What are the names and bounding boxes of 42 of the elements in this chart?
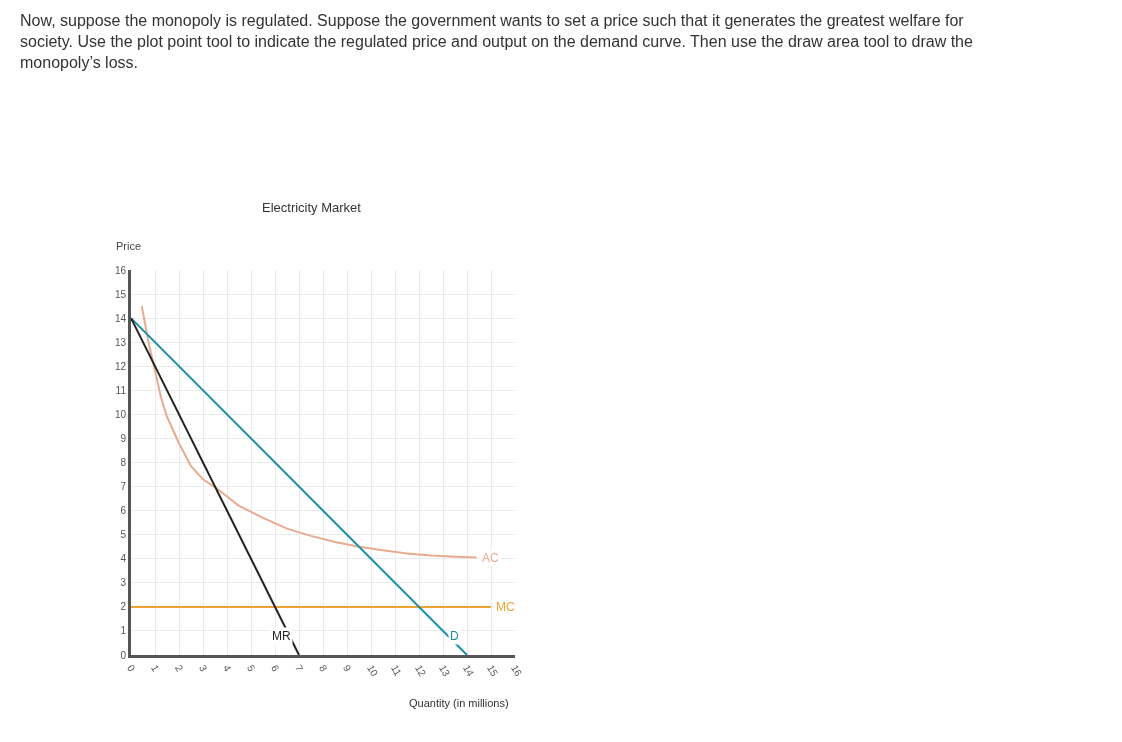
y-tick-label: 14 xyxy=(114,312,127,324)
y-tick-label: 15 xyxy=(114,288,127,300)
y-tick-label: 13 xyxy=(114,336,127,348)
y-tick-label: 7 xyxy=(120,481,127,493)
y-tick-label: 1 xyxy=(120,625,127,637)
x-tick-label: 5 xyxy=(244,663,258,674)
x-tick-label: 3 xyxy=(196,663,210,674)
x-axis-title: Quantity (in millions) xyxy=(409,697,509,709)
line-series xyxy=(140,305,478,559)
x-tick-label: 14 xyxy=(460,663,477,679)
x-tick-label: 1 xyxy=(148,663,162,674)
y-tick-label: 6 xyxy=(120,505,127,517)
x-tick-label: 2 xyxy=(172,663,186,674)
y-tick-label: 16 xyxy=(114,264,127,276)
y-tick-label: 12 xyxy=(114,360,127,372)
x-tick-label: 4 xyxy=(220,663,234,674)
x-tick-label: 7 xyxy=(292,663,306,674)
series-label: MC xyxy=(496,600,515,614)
y-tick-label: 4 xyxy=(120,553,127,565)
x-tick-label: 8 xyxy=(316,663,330,674)
x-tick-label: 13 xyxy=(436,663,453,679)
y-tick-label: 11 xyxy=(115,384,127,396)
text: Now, suppose the monopoly is regulated. Suppose the government wants to set a price such that it generates the greatest welfare for society. Use the plot point tool to indicate the regulated price and output on the demand curve. Then use the draw area tool to draw the monopoly’s loss. xyxy=(20,12,973,71)
x-tick-label: 11 xyxy=(388,663,404,678)
x-tick-label: 16 xyxy=(508,663,525,679)
y-tick-label: 0 xyxy=(120,649,127,661)
y-tick-label: 9 xyxy=(120,432,127,444)
x-tick-label: 10 xyxy=(364,663,381,679)
x-tick-label: 9 xyxy=(340,663,354,674)
y-tick-label: 2 xyxy=(120,601,127,613)
series-label: D xyxy=(450,629,459,643)
x-tick-label: 15 xyxy=(484,663,501,679)
y-tick-label: 10 xyxy=(114,408,127,420)
x-tick-label: 12 xyxy=(412,663,429,679)
series-label: AC xyxy=(482,551,499,565)
chart-title: Electricity Market xyxy=(262,199,362,215)
y-tick-label: 3 xyxy=(120,577,127,589)
x-tick-label: 6 xyxy=(268,663,282,674)
y-tick-label: 8 xyxy=(120,457,127,468)
y-axis-title: Price xyxy=(116,240,142,252)
series-label: MR xyxy=(272,629,291,643)
y-tick-label: 5 xyxy=(120,529,127,541)
